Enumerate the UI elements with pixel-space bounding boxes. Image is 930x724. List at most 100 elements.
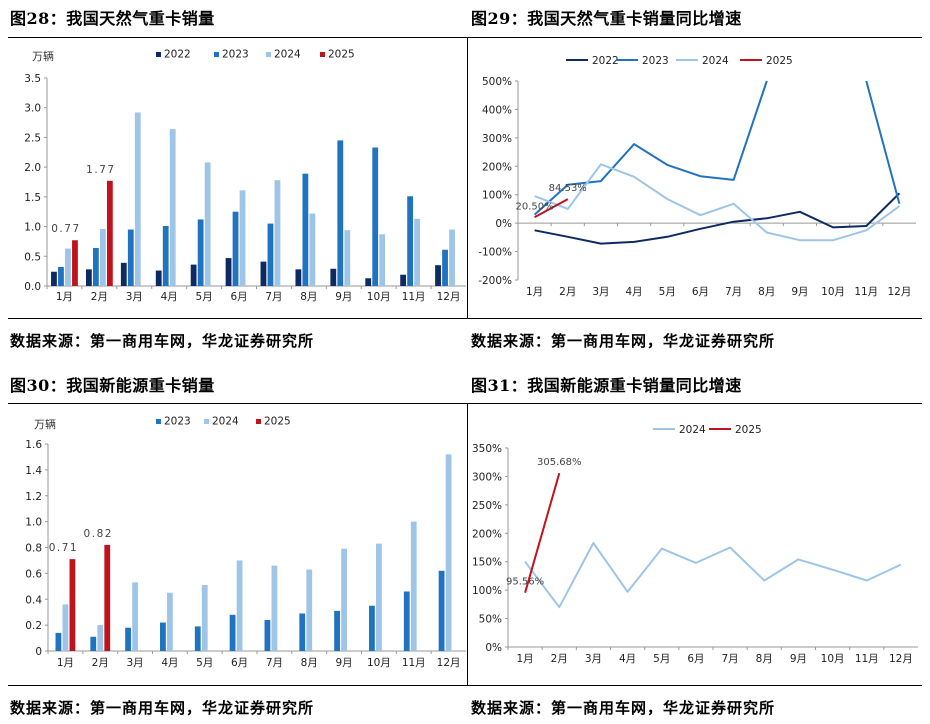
y-tick-label: 3.5 bbox=[24, 73, 41, 85]
bar-2022-12 bbox=[435, 265, 441, 286]
bar-2025-1 bbox=[72, 240, 78, 286]
y-tick-label: 1.5 bbox=[24, 192, 41, 204]
bar-2024-3 bbox=[132, 582, 138, 651]
bar-2023-5 bbox=[197, 219, 204, 286]
bar-2023-1 bbox=[55, 632, 62, 651]
x-tick-label: 9月 bbox=[335, 657, 352, 669]
bar-2024-3 bbox=[134, 112, 141, 287]
top-rule bbox=[8, 37, 922, 38]
line-2024 bbox=[534, 163, 900, 242]
fig30-chart: 万辆 0 0.2 0.4 0.6 0.8 1.0 1.2 1.4 1.6 1月 2月 3月 4月 5月 6月 7… bbox=[25, 416, 466, 669]
legend-label: 2022 bbox=[164, 49, 191, 61]
y-tick-label: 2.0 bbox=[24, 162, 41, 174]
bar-2023-9 bbox=[337, 140, 344, 286]
y-tick-label: -100% bbox=[478, 247, 512, 259]
x-tick-label: 4月 bbox=[619, 653, 636, 665]
y-tick-label: 0.8 bbox=[25, 543, 42, 555]
fig31-source: 数据来源：第一商用车网，华龙证券研究所 bbox=[471, 699, 776, 717]
data-label: 0.77 bbox=[51, 223, 80, 235]
x-tick-label: 1月 bbox=[516, 653, 533, 665]
bar-2024-9 bbox=[341, 548, 347, 651]
x-tick-label: 7月 bbox=[265, 291, 282, 303]
x-tick-label: 1月 bbox=[526, 286, 543, 298]
legend-label: 2025 bbox=[264, 416, 291, 428]
legend-swatch bbox=[214, 52, 219, 57]
bar-2023-1 bbox=[58, 266, 64, 286]
fig30-source: 数据来源：第一商用车网，华龙证券研究所 bbox=[10, 699, 315, 717]
line-2022 bbox=[534, 192, 901, 245]
bar-2024-11 bbox=[410, 521, 417, 651]
bar-2023-11 bbox=[407, 196, 414, 286]
x-tick-label: 8月 bbox=[756, 653, 773, 665]
fig28-chart: 万辆 0.0 0.5 1.0 1.5 2.0 2.5 3.0 3.5 1月 2月 3月 4月 5月 6月 7月… bbox=[24, 49, 466, 303]
bar-2022-6 bbox=[225, 258, 232, 286]
x-tick-label: 9月 bbox=[791, 286, 808, 298]
bottom-divider bbox=[467, 403, 468, 685]
y-tick-label: 0.0 bbox=[24, 281, 41, 293]
bar-2024-9 bbox=[344, 230, 351, 286]
bar-2024-1 bbox=[65, 248, 71, 286]
x-tick-label: 12月 bbox=[437, 291, 461, 303]
bar-2023-3 bbox=[125, 627, 131, 651]
y-tick-label: -200% bbox=[478, 275, 512, 287]
x-tick-label: 10月 bbox=[367, 291, 391, 303]
bar-2023-2 bbox=[92, 247, 99, 286]
bar-2023-2 bbox=[90, 636, 97, 651]
x-tick-label: 2月 bbox=[551, 653, 568, 665]
bar-2022-1 bbox=[51, 271, 57, 286]
legend-label: 2024 bbox=[702, 55, 729, 67]
y-tick-label: 300% bbox=[482, 133, 512, 145]
y-tick-label: 0.2 bbox=[25, 620, 42, 632]
bar-2024-5 bbox=[204, 162, 211, 286]
legend-label: 2025 bbox=[328, 49, 355, 61]
data-label: 84.53% bbox=[549, 183, 587, 194]
legend-label: 2023 bbox=[164, 416, 191, 428]
fig28-title: 图28：我国天然气重卡销量 bbox=[10, 9, 215, 28]
x-tick-label: 7月 bbox=[266, 657, 283, 669]
x-tick-label: 3月 bbox=[126, 657, 143, 669]
y-tick-label: 0.6 bbox=[25, 568, 42, 580]
bar-2024-6 bbox=[239, 190, 246, 286]
bar-2023-8 bbox=[299, 613, 306, 651]
bar-2023-12 bbox=[438, 570, 445, 651]
bar-2023-7 bbox=[267, 223, 274, 286]
x-tick-label: 2月 bbox=[92, 657, 109, 669]
x-tick-label: 12月 bbox=[889, 653, 913, 665]
x-tick-label: 10月 bbox=[367, 657, 391, 669]
x-tick-label: 8月 bbox=[301, 657, 318, 669]
x-tick-label: 3月 bbox=[592, 286, 609, 298]
x-tick-label: 1月 bbox=[57, 657, 74, 669]
y-tick-label: 1.6 bbox=[25, 439, 42, 451]
bar-2023-11 bbox=[403, 591, 410, 651]
fig29-source: 数据来源：第一商用车网，华龙证券研究所 bbox=[471, 332, 776, 350]
bar-2024-4 bbox=[167, 592, 173, 651]
fig31-title: 图31：我国新能源重卡销量同比增速 bbox=[471, 376, 742, 395]
y-tick-label: 500% bbox=[482, 76, 512, 88]
legend-swatch bbox=[204, 419, 209, 424]
data-label: 0.82 bbox=[84, 528, 113, 540]
x-tick-label: 10月 bbox=[821, 653, 845, 665]
fig31-chart: 0% 50% 100% 150% 200% 250% 300% 350% 1月 2月 3月 4月 5月 6… bbox=[472, 424, 918, 665]
bar-2023-10 bbox=[369, 605, 375, 651]
x-tick-label: 6月 bbox=[692, 286, 709, 298]
x-tick-label: 6月 bbox=[230, 291, 247, 303]
bar-2023-6 bbox=[232, 211, 239, 286]
bar-2025-2 bbox=[106, 180, 113, 286]
x-tick-label: 11月 bbox=[402, 657, 426, 669]
y-tick-label: 200% bbox=[472, 528, 502, 540]
y-tick-label: 3.0 bbox=[24, 103, 41, 115]
bar-2023-6 bbox=[229, 614, 236, 651]
line-2025 bbox=[534, 198, 569, 219]
y-tick-label: 0% bbox=[495, 218, 512, 230]
bar-2023-7 bbox=[264, 619, 271, 651]
y-tick-label: 150% bbox=[472, 557, 502, 569]
line-2025 bbox=[524, 472, 561, 593]
bar-2022-5 bbox=[190, 264, 197, 286]
line-2024 bbox=[524, 542, 902, 609]
bar-2023-4 bbox=[160, 622, 166, 651]
y-tick-label: 2.5 bbox=[24, 132, 41, 144]
x-tick-label: 4月 bbox=[625, 286, 642, 298]
bar-2025-2 bbox=[104, 544, 111, 651]
unit-label: 万辆 bbox=[34, 417, 56, 431]
line-2023 bbox=[533, 80, 901, 216]
